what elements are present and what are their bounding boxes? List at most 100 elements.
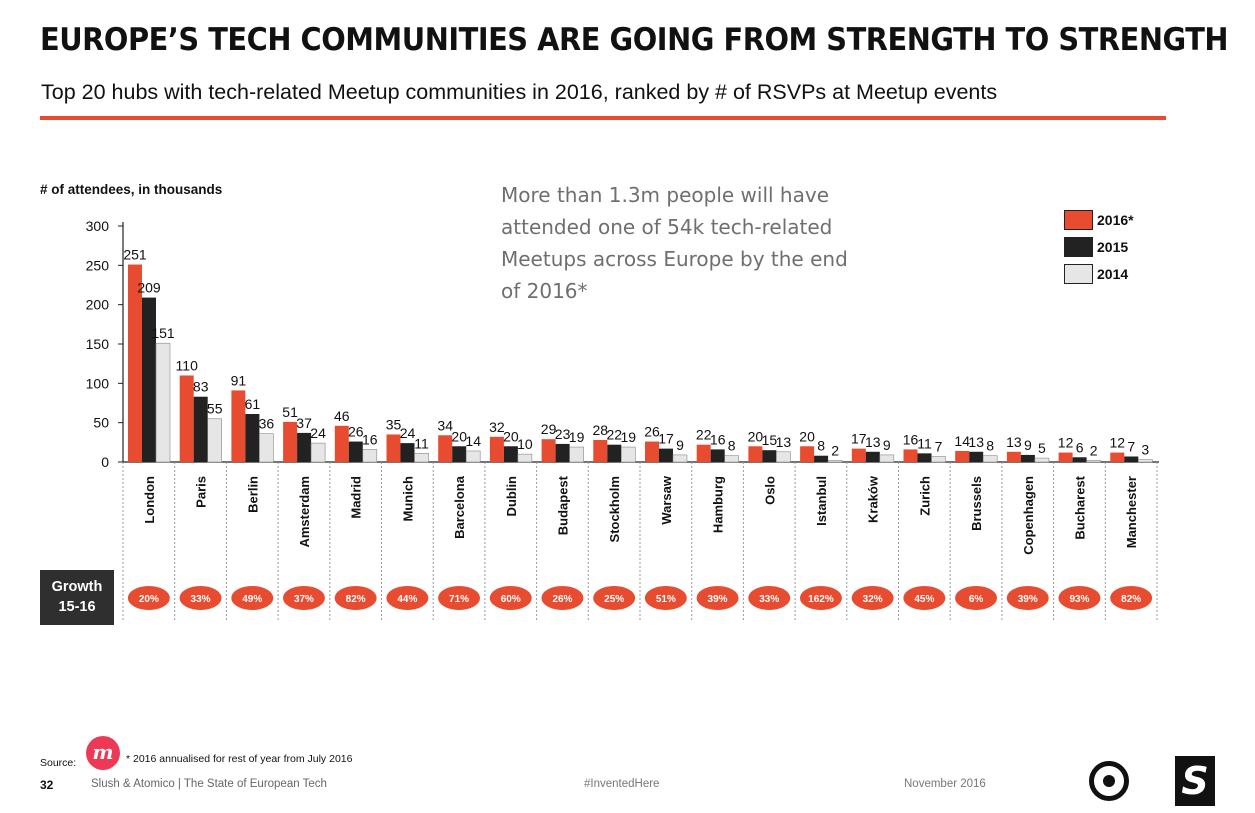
data-label: 7 xyxy=(935,438,943,454)
bar-brussels-2015 xyxy=(969,451,984,462)
data-label: 24 xyxy=(400,425,416,441)
category-label-copenhagen: Copenhagen xyxy=(1021,476,1036,555)
data-label: 19 xyxy=(569,429,585,445)
category-label-warsaw: Warsaw xyxy=(659,475,674,525)
growth-pill xyxy=(127,586,170,610)
data-label: 91 xyxy=(231,372,247,388)
growth-row-label: Growth 15-16 xyxy=(40,570,114,625)
footnote: * 2016 annualised for rest of year from … xyxy=(126,753,353,765)
page-subtitle: Top 20 hubs with tech-related Meetup com… xyxy=(41,80,998,104)
data-label: 13 xyxy=(865,434,881,450)
bar-zurich-2014 xyxy=(931,456,946,463)
data-label: 16 xyxy=(362,431,378,447)
y-tick-label-200: 200 xyxy=(86,297,110,313)
page-title: EUROPE’S TECH COMMUNITIES ARE GOING FROM… xyxy=(40,22,1229,58)
growth-pill xyxy=(282,586,325,610)
category-label-budapest: Budapest xyxy=(555,475,570,535)
category-label-oslo: Oslo xyxy=(762,476,777,505)
growth-pill xyxy=(799,586,842,610)
data-label: 55 xyxy=(207,401,223,417)
bar-manchester-2016 xyxy=(1110,452,1125,462)
growth-value: 82% xyxy=(346,594,366,605)
bar-barcelona-2014 xyxy=(465,450,481,463)
growth-value: 39% xyxy=(708,594,728,605)
bar-manchester-2014 xyxy=(1138,459,1153,463)
growth-value: 33% xyxy=(759,594,779,605)
page-number: 32 xyxy=(40,778,54,792)
data-label: 2 xyxy=(1090,442,1098,458)
growth-value: 33% xyxy=(191,594,211,605)
data-label: 14 xyxy=(954,433,970,449)
data-label: 209 xyxy=(137,280,161,296)
category-label-berlin: Berlin xyxy=(245,476,260,513)
bar-london-2016 xyxy=(128,264,142,462)
bar-bucharest-2016 xyxy=(1058,452,1073,462)
growth-value: 32% xyxy=(863,594,883,605)
data-label: 9 xyxy=(883,437,891,453)
data-label: 51 xyxy=(282,404,298,420)
bar-warsaw-2014 xyxy=(672,454,688,463)
bar-london-2015 xyxy=(142,297,156,462)
data-label: 34 xyxy=(437,417,453,433)
growth-pill xyxy=(489,586,532,610)
category-label-madrid: Madrid xyxy=(349,476,364,519)
data-label: 7 xyxy=(1127,438,1135,454)
data-label: 15 xyxy=(762,432,778,448)
bar-warsaw-2016 xyxy=(645,441,659,462)
bar-amsterdam-2016 xyxy=(283,421,298,462)
data-label: 13 xyxy=(1006,434,1022,450)
growth-pill xyxy=(851,586,894,610)
growth-pill xyxy=(179,586,222,610)
bar-istanbul-2014 xyxy=(827,460,843,463)
bar-copenhagen-2015 xyxy=(1020,454,1035,462)
category-label-amsterdam: Amsterdam xyxy=(297,476,312,548)
bar-warsaw-2015 xyxy=(659,448,673,462)
bar-budapest-2016 xyxy=(541,439,556,462)
growth-pill xyxy=(1058,586,1101,610)
y-tick-label-100: 100 xyxy=(86,375,110,391)
bar-bucharest-2014 xyxy=(1086,460,1101,463)
data-label: 2 xyxy=(831,442,839,458)
growth-value: 60% xyxy=(501,594,521,605)
source-label: Source: xyxy=(40,757,77,769)
data-label: 20 xyxy=(799,428,815,444)
y-tick-label-0: 0 xyxy=(101,454,109,470)
data-label: 6 xyxy=(1076,439,1084,455)
data-label: 24 xyxy=(310,425,326,441)
bar-zurich-2016 xyxy=(903,449,918,462)
data-label: 110 xyxy=(176,357,199,373)
data-label: 14 xyxy=(465,433,481,449)
data-label: 9 xyxy=(1024,437,1032,453)
data-label: 5 xyxy=(1038,440,1046,456)
legend-item-2015: 2015 xyxy=(1064,233,1134,260)
bar-amsterdam-2015 xyxy=(297,432,312,462)
data-label: 20 xyxy=(451,428,467,444)
growth-value: 6% xyxy=(969,594,984,605)
bar-paris-2015 xyxy=(193,396,208,462)
bar-dublin-2016 xyxy=(489,436,504,462)
growth-value: 39% xyxy=(1018,594,1038,605)
bar-munich-2015 xyxy=(400,443,415,462)
growth-value: 20% xyxy=(139,594,159,605)
data-label: 13 xyxy=(968,434,984,450)
data-label: 8 xyxy=(728,438,736,454)
bar-madrid-2015 xyxy=(348,441,363,462)
data-label: 61 xyxy=(245,396,261,412)
bar-stockholm-2016 xyxy=(593,439,608,462)
growth-value: 162% xyxy=(808,594,834,605)
growth-value: 49% xyxy=(242,594,262,605)
legend-swatch-2014 xyxy=(1064,263,1093,284)
bar-oslo-2016 xyxy=(748,446,763,462)
bar-berlin-2015 xyxy=(245,414,260,462)
growth-pill xyxy=(903,586,946,610)
bar-madrid-2016 xyxy=(334,425,349,462)
bar-madrid-2014 xyxy=(362,449,378,463)
growth-value: 93% xyxy=(1069,594,1089,605)
growth-pill xyxy=(748,586,791,610)
bar-istanbul-2016 xyxy=(800,446,815,462)
growth-pill xyxy=(541,586,584,610)
data-label: 20 xyxy=(748,428,764,444)
legend-swatch-2015 xyxy=(1064,236,1093,257)
bar-copenhagen-2014 xyxy=(1034,457,1050,463)
data-label: 11 xyxy=(414,435,429,451)
